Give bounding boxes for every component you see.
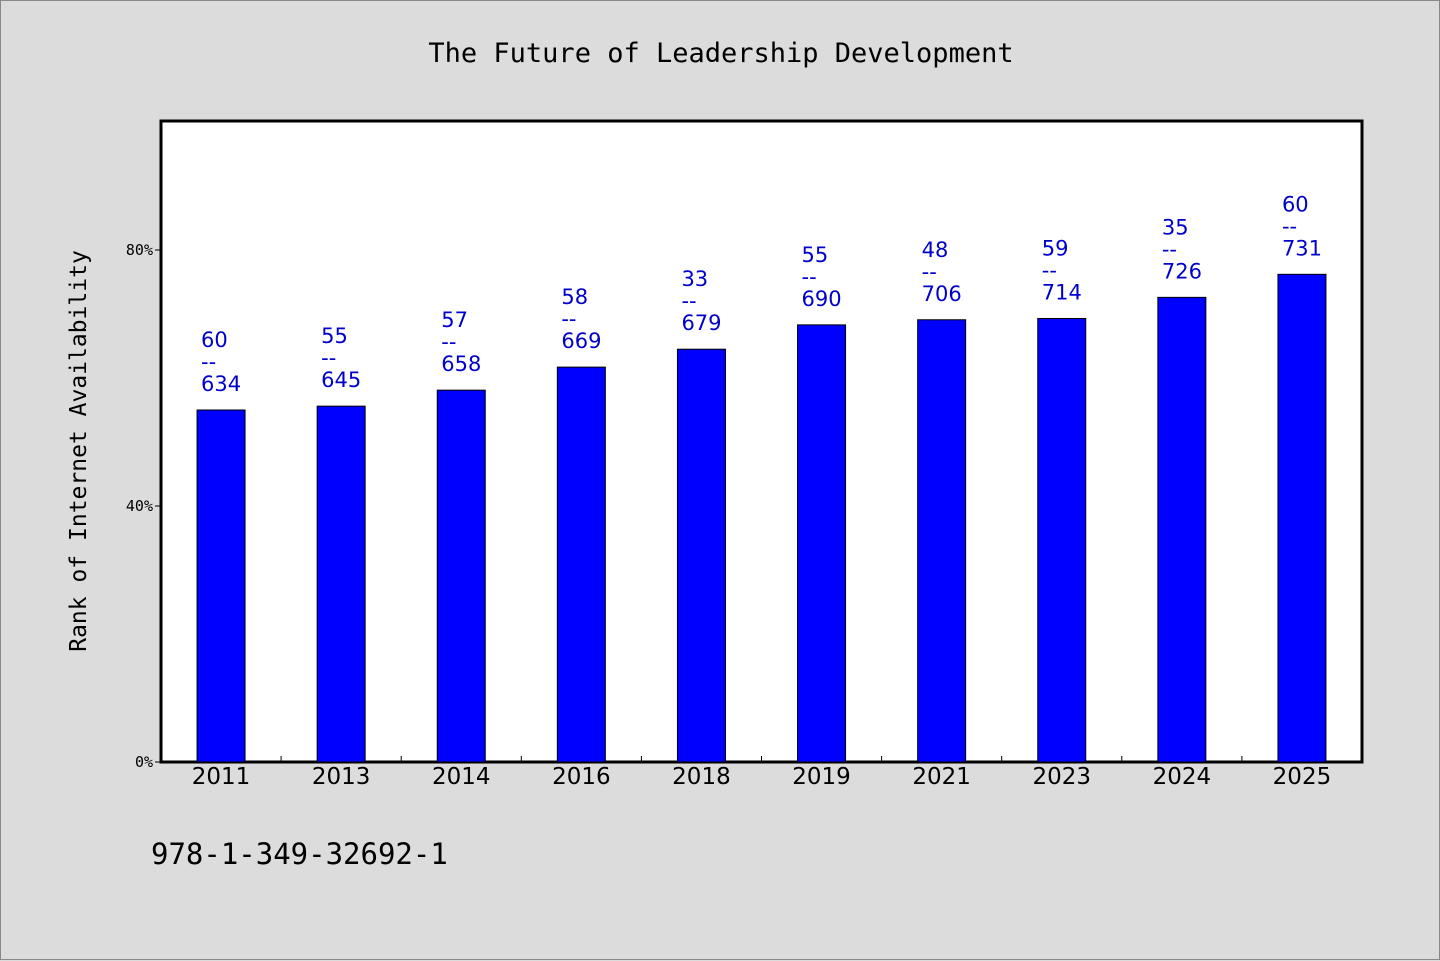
bar-label-2024-line-3: 726 [1162,259,1202,283]
bar-label-2023-line-2: -- [1042,258,1057,282]
bar-label-2011-line-2: -- [201,350,216,374]
bar-label-2016-line-3: 669 [561,329,601,353]
x-tick-label-2014: 2014 [432,764,491,790]
y-axis: 0% 40% 80% [126,241,161,771]
bar-label-2021-line-3: 706 [922,282,962,306]
bar-label-2025-line-1: 60 [1282,192,1309,216]
bar-label-2018-line-1: 33 [681,267,708,291]
y-tick-label: 80% [126,241,153,259]
bar-label-2014-line-2: -- [441,330,456,354]
x-tick-label-2023: 2023 [1032,764,1091,790]
bar-label-2025-line-2: -- [1282,214,1297,238]
y-axis-label: Rank of Internet Availability [66,250,92,652]
bar-label-2018-line-3: 679 [681,311,721,335]
bar-label-2021-line-1: 48 [922,238,949,262]
x-tick-label-2021: 2021 [912,764,971,790]
bar-label-2019-line-2: -- [802,265,817,289]
bar-label-2013-line-2: -- [321,346,336,370]
x-axis: 2011 2013 2014 2016 2018 2019 2021 2023 2024 2025 [192,756,1331,790]
bar-label-2014-line-1: 57 [441,308,468,332]
bar-labels-group: 60--63455--64557--65858--66933--67955--6… [201,192,1322,396]
y-tick-label: 0% [135,753,153,771]
bar-2025 [1277,273,1327,763]
x-tick-label-2019: 2019 [792,764,851,790]
bar-label-2025-line-3: 731 [1282,236,1322,260]
bar-label-2023-line-3: 714 [1042,280,1082,304]
bar-label-2016-line-1: 58 [561,285,588,309]
bar-2021 [917,319,967,763]
x-tick-label-2013: 2013 [312,764,371,790]
x-tick-label-2016: 2016 [552,764,611,790]
bar-label-2024-line-1: 35 [1162,215,1189,239]
bar-2024 [1157,296,1207,763]
bar-label-2014-line-3: 658 [441,352,481,376]
x-tick-label-2018: 2018 [672,764,731,790]
x-tick-label-2024: 2024 [1153,764,1212,790]
bar-label-2013-line-1: 55 [321,324,348,348]
bars-group [196,273,1327,763]
x-tick-label-2025: 2025 [1273,764,1332,790]
bar-label-2011-line-3: 634 [201,372,241,396]
bar-2023 [1037,317,1087,763]
bar-label-2024-line-2: -- [1162,237,1177,261]
bar-2014 [436,389,486,763]
bar-label-2019-line-1: 55 [802,243,829,267]
bar-2016 [556,366,606,763]
chart-title: The Future of Leadership Development [428,38,1013,69]
isbn-footer: 978-1-349-32692-1 [151,837,448,871]
bar-label-2011-line-1: 60 [201,328,228,352]
bar-2011 [196,409,246,763]
bar-label-2016-line-2: -- [561,307,576,331]
bar-label-2013-line-3: 645 [321,368,361,392]
bar-label-2023-line-1: 59 [1042,236,1069,260]
bar-label-2021-line-2: -- [922,260,937,284]
bar-2018 [676,348,726,763]
bar-2013 [316,405,366,763]
bar-label-2019-line-3: 690 [802,287,842,311]
x-tick-label-2011: 2011 [192,764,251,790]
y-tick-label: 40% [126,497,153,515]
bar-2019 [797,324,847,763]
bar-label-2018-line-2: -- [681,289,696,313]
